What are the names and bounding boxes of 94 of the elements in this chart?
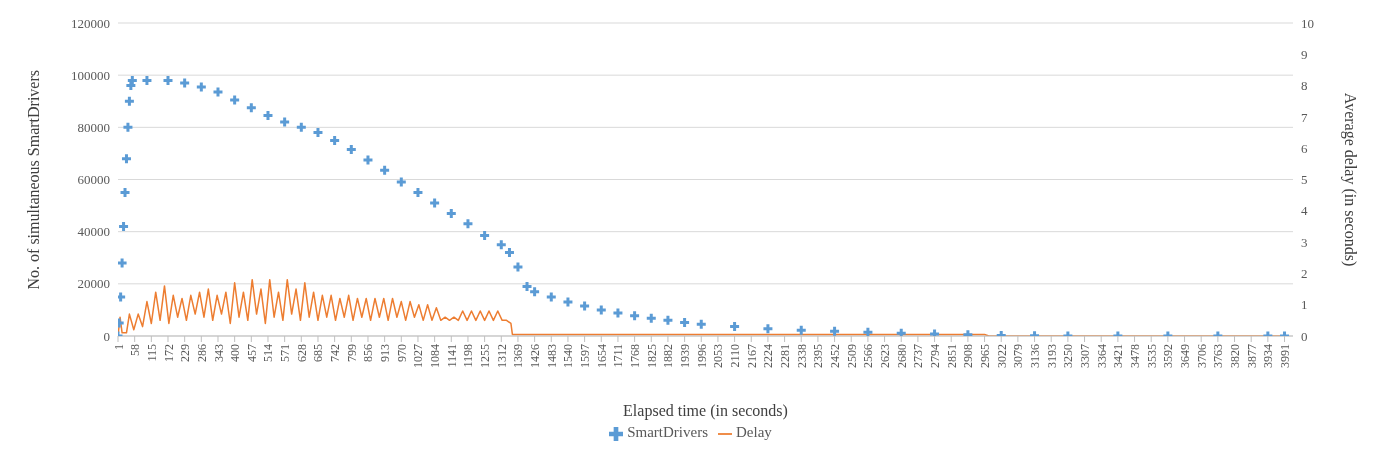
x-tick-label: 3934 bbox=[1261, 344, 1276, 368]
x-tick-label: 970 bbox=[394, 344, 409, 362]
x-tick-label: 2965 bbox=[978, 344, 993, 368]
x-tick-label: 2737 bbox=[911, 344, 926, 368]
x-tick-label: 3364 bbox=[1094, 344, 1109, 368]
legend-label: SmartDrivers bbox=[627, 424, 708, 440]
x-tick-label: 1369 bbox=[511, 344, 526, 368]
y-tick-label: 0 bbox=[103, 328, 110, 344]
y2-tick-label: 7 bbox=[1301, 109, 1308, 125]
x-tick-label: 685 bbox=[311, 344, 326, 362]
x-tick-label: 3877 bbox=[1244, 344, 1259, 368]
x-tick-label: 286 bbox=[194, 344, 209, 362]
x-tick-label: 3421 bbox=[1111, 344, 1126, 368]
x-tick-label: 172 bbox=[161, 344, 176, 362]
x-tick-label: 58 bbox=[128, 344, 143, 356]
x-tick-label: 1426 bbox=[528, 344, 543, 368]
x-tick-label: 2110 bbox=[728, 344, 743, 368]
x-tick-label: 3706 bbox=[1194, 344, 1209, 368]
x-tick-label: 229 bbox=[178, 344, 193, 362]
x-tick-label: 3820 bbox=[1228, 344, 1243, 368]
y2-tick-label: 2 bbox=[1301, 266, 1308, 282]
x-tick-label: 1141 bbox=[444, 344, 459, 368]
x-tick-label: 1198 bbox=[461, 344, 476, 368]
x-tick-label: 3991 bbox=[1278, 344, 1293, 368]
y-tick-label: 100000 bbox=[71, 67, 110, 83]
x-tick-label: 3763 bbox=[1211, 344, 1226, 368]
x-tick-label: 514 bbox=[261, 344, 276, 362]
y-tick-label: 120000 bbox=[71, 15, 110, 31]
x-tick-label: 1939 bbox=[678, 344, 693, 368]
y2-axis-title: Average delay (in seconds) bbox=[1341, 92, 1360, 267]
x-tick-label: 1825 bbox=[644, 344, 659, 368]
x-tick-label: 2281 bbox=[778, 344, 793, 368]
y2-tick-label: 10 bbox=[1301, 15, 1314, 31]
x-tick-label: 913 bbox=[378, 344, 393, 362]
y2-tick-label: 8 bbox=[1301, 78, 1308, 94]
x-tick-label: 1597 bbox=[578, 344, 593, 368]
x-tick-label: 3079 bbox=[1011, 344, 1026, 368]
x-tick-label: 1255 bbox=[478, 344, 493, 368]
x-tick-label: 3307 bbox=[1078, 344, 1093, 368]
x-tick-label: 571 bbox=[278, 344, 293, 362]
x-tick-label: 2794 bbox=[928, 344, 943, 368]
x-tick-label: 3022 bbox=[994, 344, 1009, 368]
x-axis-title: Elapsed time (in seconds) bbox=[623, 402, 788, 420]
y-tick-label: 60000 bbox=[77, 172, 110, 188]
x-tick-label: 856 bbox=[361, 344, 376, 362]
x-tick-label: 2452 bbox=[828, 344, 843, 368]
x-tick-label: 2509 bbox=[844, 344, 859, 368]
y2-tick-label: 3 bbox=[1301, 234, 1308, 250]
y-tick-label: 80000 bbox=[77, 119, 110, 135]
x-tick-label: 2680 bbox=[894, 344, 909, 368]
x-tick-label: 1882 bbox=[661, 344, 676, 368]
x-tick-label: 3535 bbox=[1144, 344, 1159, 368]
x-tick-label: 3193 bbox=[1044, 344, 1059, 368]
x-tick-label: 1084 bbox=[428, 344, 443, 368]
x-tick-label: 457 bbox=[244, 344, 259, 362]
y2-tick-label: 1 bbox=[1301, 297, 1308, 313]
y-tick-label: 20000 bbox=[77, 276, 110, 292]
y2-tick-label: 6 bbox=[1301, 140, 1308, 156]
x-tick-label: 400 bbox=[228, 344, 243, 362]
x-tick-label: 1 bbox=[111, 344, 126, 350]
x-tick-label: 799 bbox=[344, 344, 359, 362]
y2-tick-label: 5 bbox=[1301, 172, 1308, 188]
x-tick-label: 1996 bbox=[694, 344, 709, 368]
x-tick-label: 1540 bbox=[561, 344, 576, 368]
x-tick-label: 3478 bbox=[1128, 344, 1143, 368]
x-tick-label: 2338 bbox=[794, 344, 809, 368]
x-tick-label: 1768 bbox=[628, 344, 643, 368]
x-tick-label: 3250 bbox=[1061, 344, 1076, 368]
x-tick-label: 2224 bbox=[761, 344, 776, 368]
x-tick-label: 2395 bbox=[811, 344, 826, 368]
x-tick-label: 2908 bbox=[961, 344, 976, 368]
x-tick-label: 3649 bbox=[1178, 344, 1193, 368]
x-tick-label: 1654 bbox=[594, 344, 609, 368]
x-tick-label: 2053 bbox=[711, 344, 726, 368]
y2-tick-label: 4 bbox=[1301, 203, 1308, 219]
y-axis-title: No. of simultaneous SmartDrivers bbox=[24, 69, 42, 290]
x-tick-label: 2167 bbox=[744, 344, 759, 368]
x-tick-label: 628 bbox=[294, 344, 309, 362]
x-tick-label: 1312 bbox=[494, 344, 509, 368]
x-tick-label: 1711 bbox=[611, 344, 626, 368]
y-tick-label: 40000 bbox=[77, 224, 110, 240]
x-tick-label: 2566 bbox=[861, 344, 876, 368]
x-tick-label: 343 bbox=[211, 344, 226, 362]
x-tick-label: 2623 bbox=[878, 344, 893, 368]
x-tick-label: 115 bbox=[144, 344, 159, 362]
x-tick-label: 3592 bbox=[1161, 344, 1176, 368]
x-tick-label: 3136 bbox=[1028, 344, 1043, 368]
x-tick-label: 2851 bbox=[944, 344, 959, 368]
x-tick-label: 1483 bbox=[544, 344, 559, 368]
x-tick-label: 1027 bbox=[411, 344, 426, 368]
y2-tick-label: 0 bbox=[1301, 328, 1308, 344]
legend-label: Delay bbox=[736, 424, 772, 440]
x-tick-label: 742 bbox=[328, 344, 343, 362]
y2-tick-label: 9 bbox=[1301, 46, 1308, 62]
